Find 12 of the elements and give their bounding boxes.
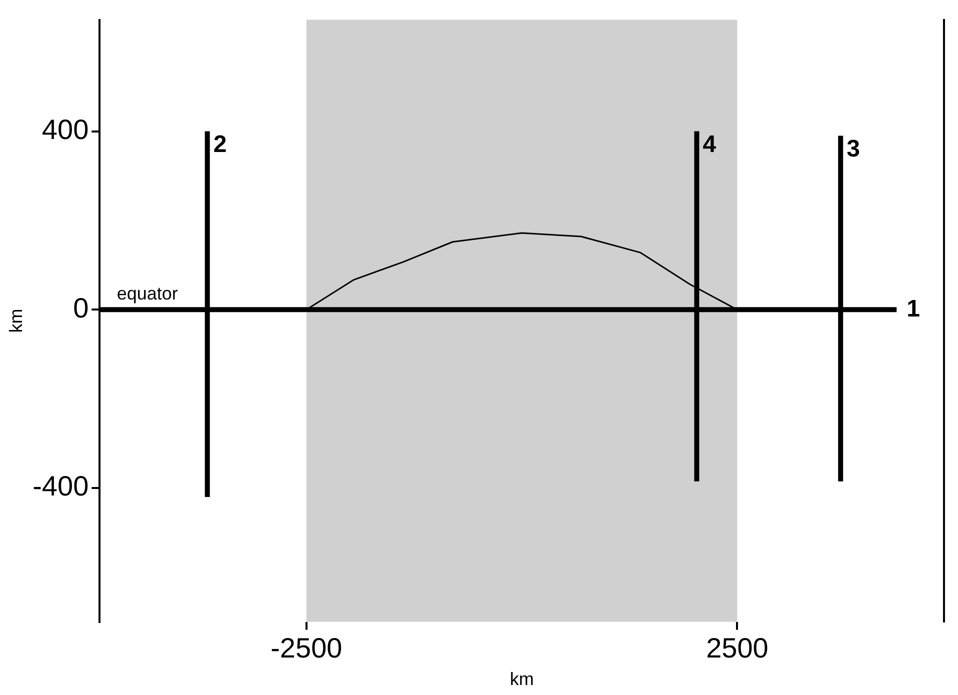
- series-label: 4: [702, 130, 717, 158]
- y-axis-title: km: [6, 308, 26, 333]
- series-label: 1: [906, 295, 920, 322]
- y-tick-label: 0: [73, 292, 89, 324]
- x-axis-title: km: [510, 669, 534, 690]
- y-tick-label: -400: [32, 470, 89, 502]
- y-tick-label: 400: [42, 114, 89, 145]
- series-label: 2: [213, 130, 227, 158]
- annotation: equator: [116, 284, 178, 304]
- x-tick-label: -2500: [270, 632, 342, 664]
- x-tick-label: 2500: [706, 632, 768, 664]
- series-label: 3: [846, 135, 860, 162]
